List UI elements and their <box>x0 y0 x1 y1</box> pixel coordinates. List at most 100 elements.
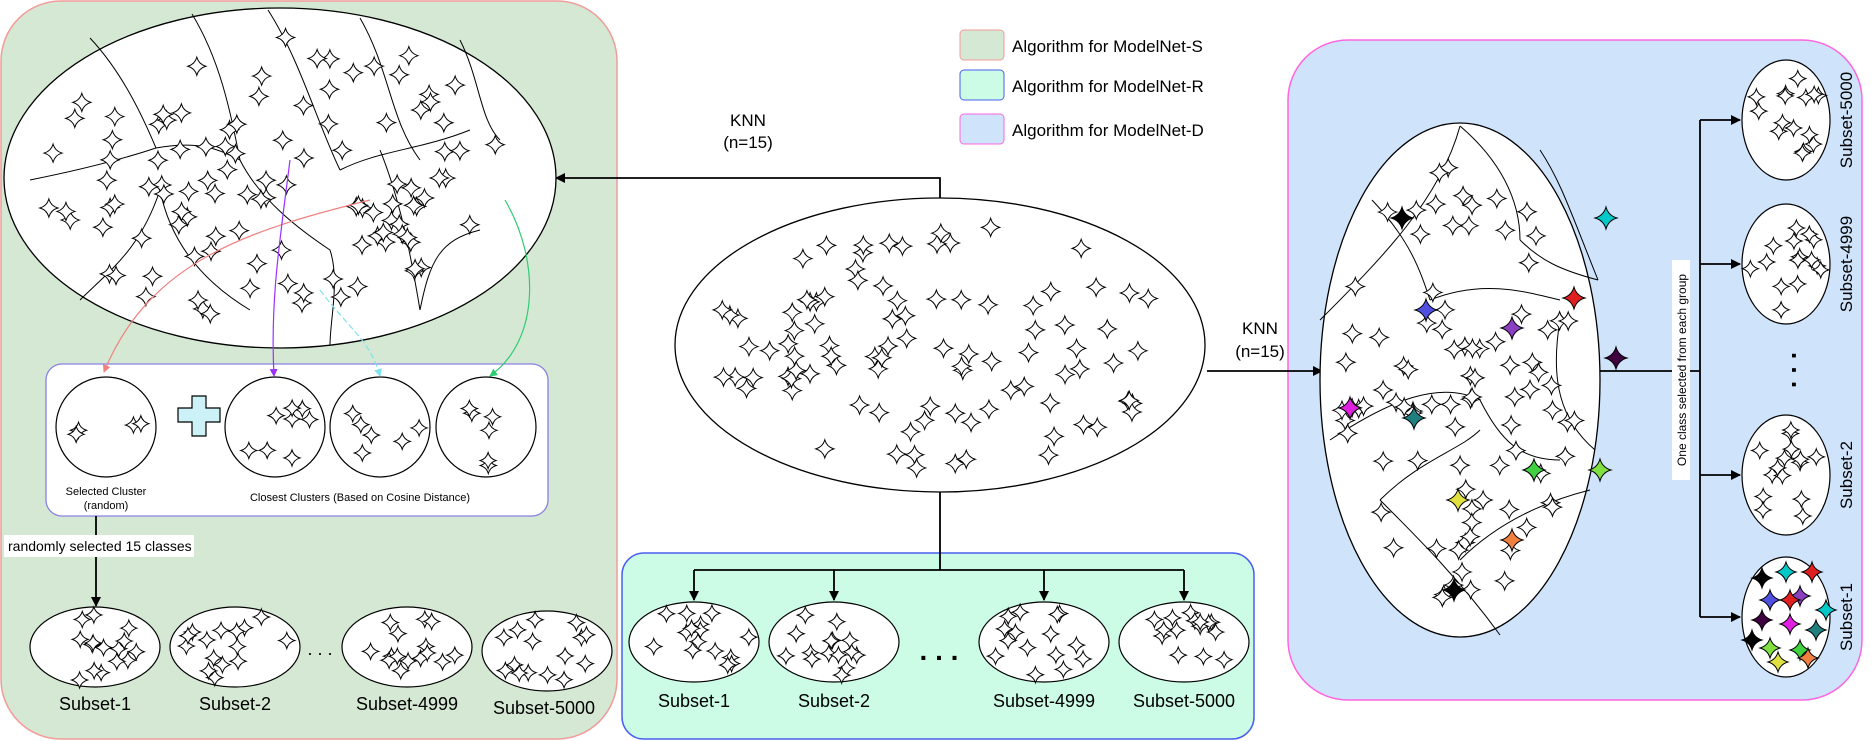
star-icon <box>169 138 191 161</box>
star-icon <box>153 183 175 205</box>
star-icon <box>1420 393 1443 416</box>
star-icon <box>1484 330 1507 353</box>
star-icon <box>83 605 104 625</box>
star-icon <box>1037 444 1060 466</box>
star-icon <box>1214 649 1234 670</box>
star-icon <box>821 631 842 651</box>
star-icon <box>1772 112 1793 133</box>
star-icon <box>656 603 677 624</box>
star-icon <box>894 304 917 327</box>
star-icon <box>1536 319 1559 341</box>
star-icon <box>1425 537 1448 560</box>
star-icon <box>1799 224 1820 245</box>
star-icon <box>72 609 93 630</box>
star-icon <box>276 630 297 651</box>
star-icon <box>1431 318 1454 341</box>
star-icon <box>1424 193 1447 215</box>
legend-label-r: Algorithm for ModelNet-R <box>1012 77 1204 96</box>
star-icon <box>1804 84 1824 105</box>
star-icon <box>1393 396 1416 418</box>
subset-stars-s <box>69 605 597 690</box>
star-icon <box>1053 659 1074 680</box>
star-icon <box>197 630 217 650</box>
star-icon <box>944 452 967 475</box>
star-icon <box>891 235 914 257</box>
star-icon <box>246 252 268 275</box>
star-icon <box>444 645 465 666</box>
star-icon <box>266 405 286 426</box>
clustered-stars-s <box>38 26 507 325</box>
star-icon <box>815 234 838 257</box>
star-icon <box>828 645 849 665</box>
subset-s-5000-label: Subset-5000 <box>493 698 595 718</box>
star-icon <box>1066 635 1087 655</box>
star-icon <box>428 167 451 189</box>
star-icon <box>95 169 118 192</box>
star-icon <box>131 413 151 434</box>
star-icon <box>1013 375 1036 398</box>
star-icon <box>818 643 839 664</box>
star-icon <box>877 335 899 357</box>
star-icon <box>1022 294 1045 317</box>
group-label-bg <box>1672 260 1690 480</box>
star-icon <box>346 275 369 298</box>
star-icon <box>274 26 297 49</box>
plus-icon <box>177 395 221 437</box>
star-icon <box>1372 379 1394 401</box>
star-icon <box>396 226 419 249</box>
star-icon <box>1431 586 1454 609</box>
ellipsis-r: . . . <box>920 635 959 666</box>
star-icon <box>1461 194 1483 217</box>
star-icon <box>347 194 370 217</box>
star-icon <box>977 293 999 316</box>
star-icon <box>799 362 821 385</box>
star-icon <box>1783 118 1804 138</box>
star-icon <box>63 107 86 130</box>
star-icon <box>392 431 413 452</box>
star-icon <box>925 288 948 310</box>
star-icon <box>381 193 404 215</box>
star-icon <box>1521 457 1547 483</box>
star-icon <box>1025 664 1046 685</box>
ellipsis-s: . . . <box>307 639 332 659</box>
star-icon <box>852 234 875 256</box>
star-icon <box>105 264 127 287</box>
subset-d-2-label: Subset-2 <box>1837 441 1856 509</box>
star-icon <box>282 398 302 419</box>
star-icon <box>717 655 738 675</box>
star-icon <box>979 216 1002 239</box>
star-icon <box>234 617 255 638</box>
knn-left-arrow <box>555 173 941 198</box>
star-icon <box>141 265 164 288</box>
star-icon <box>1781 439 1802 459</box>
star-icon <box>1118 389 1141 412</box>
star-icon <box>711 299 734 321</box>
star-icon <box>1053 314 1076 336</box>
star-icon <box>1771 276 1791 297</box>
star-icon <box>1068 358 1091 380</box>
star-icon <box>317 113 340 135</box>
star-icon <box>1397 358 1420 381</box>
star-icon <box>758 339 781 362</box>
star-icon <box>1787 274 1808 294</box>
star-icon <box>1792 506 1813 526</box>
star-icon <box>1162 607 1183 628</box>
star-icon <box>1758 636 1782 660</box>
star-icon <box>960 411 982 434</box>
subset-stars-d <box>1740 68 1838 674</box>
star-icon <box>1500 414 1522 436</box>
star-icon <box>99 149 122 171</box>
star-icon <box>398 44 420 67</box>
star-icon <box>292 94 315 117</box>
selection-arrow-cyan <box>319 289 382 377</box>
knn-left-label-2: (n=15) <box>723 133 773 152</box>
star-icon <box>409 99 432 121</box>
star-icon <box>250 188 272 211</box>
star-icon <box>1554 445 1577 468</box>
subset-s-4999 <box>341 606 473 688</box>
star-icon <box>1472 489 1494 511</box>
star-icon <box>147 149 169 172</box>
star-icon <box>292 282 315 304</box>
star-icon <box>980 350 1003 373</box>
star-icon <box>1010 602 1030 623</box>
